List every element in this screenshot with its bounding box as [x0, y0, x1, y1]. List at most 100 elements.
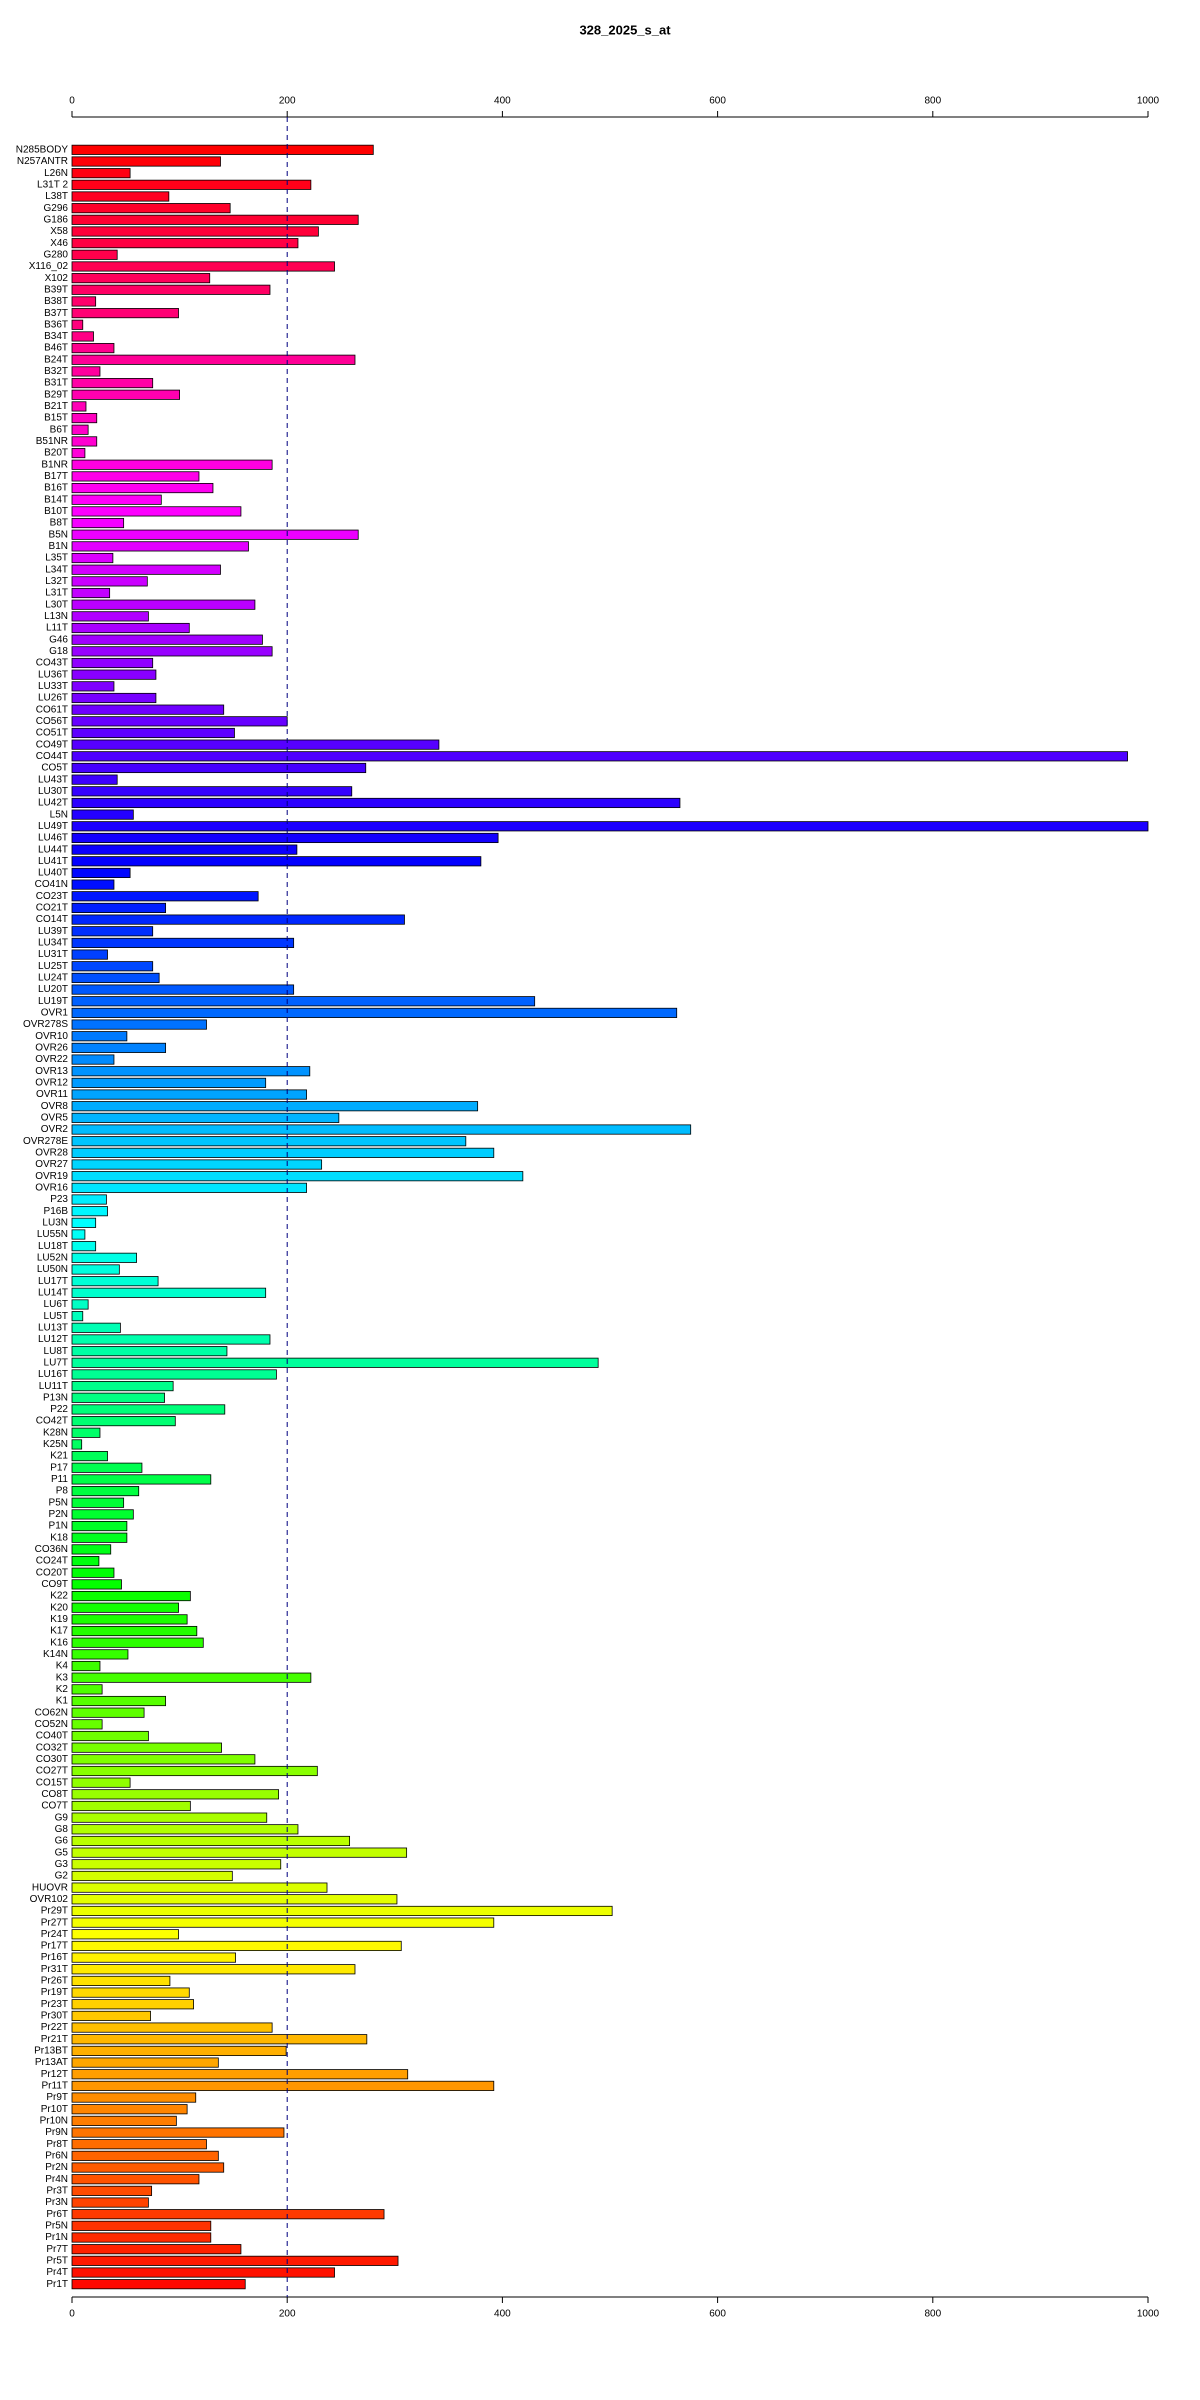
- x-tick-label: 1000: [1137, 96, 1160, 107]
- y-tick-label: CO8T: [41, 1789, 68, 1800]
- y-tick-label: LU33T: [38, 681, 68, 692]
- bar: [71, 517, 125, 529]
- bar: [71, 1929, 179, 1940]
- y-tick-label: Pr9N: [45, 2127, 68, 2138]
- y-tick-label: B5N: [49, 529, 68, 540]
- bar: [71, 1532, 128, 1543]
- bar: [71, 436, 98, 447]
- y-tick-label: OVR102: [30, 1894, 69, 1905]
- bar: [71, 366, 101, 377]
- bar: [71, 1042, 167, 1053]
- bar: [71, 1369, 277, 1380]
- y-tick-label: B17T: [44, 471, 68, 482]
- bar: [71, 611, 149, 622]
- y-tick-label: B15T: [44, 413, 68, 424]
- y-tick-label: B39T: [44, 284, 68, 295]
- y-tick-label: Pr21T: [41, 2034, 68, 2045]
- y-tick-label: K1: [56, 1696, 69, 1707]
- x-tick-label: 0: [69, 96, 75, 107]
- y-tick-label: B29T: [44, 389, 68, 400]
- y-tick-label: CO56T: [36, 716, 68, 727]
- bar: [71, 809, 134, 820]
- y-tick-label: CO14T: [36, 914, 68, 925]
- bar: [71, 168, 131, 179]
- bar: [71, 1206, 108, 1217]
- y-tick-label: CO23T: [36, 891, 68, 902]
- bar: [71, 1789, 279, 1800]
- bar: [71, 249, 118, 260]
- y-tick-label: LU24T: [38, 973, 68, 984]
- x-tick-label: 800: [924, 96, 941, 107]
- y-tick-label: LU43T: [38, 774, 68, 785]
- bar: [71, 1474, 212, 1485]
- x-tick-label: 800: [924, 2309, 941, 2320]
- y-tick-label: K17: [50, 1626, 68, 1637]
- y-tick-label: B38T: [44, 296, 68, 307]
- bar: [71, 2080, 495, 2091]
- bar: [71, 1521, 128, 1532]
- y-tick-label: K21: [50, 1451, 68, 1462]
- bar: [71, 716, 288, 727]
- y-tick-label: G5: [55, 1847, 69, 1858]
- bar: [71, 1101, 479, 1112]
- y-tick-label: LU18T: [38, 1241, 68, 1252]
- y-tick-label: LU12T: [38, 1334, 68, 1345]
- bar: [71, 2255, 399, 2266]
- bar: [71, 1322, 121, 1333]
- y-tick-label: K20: [50, 1602, 68, 1613]
- y-tick-label: K28N: [43, 1427, 68, 1438]
- bar: [71, 681, 115, 692]
- y-tick-label: B32T: [44, 366, 68, 377]
- bar: [71, 1357, 599, 1368]
- bar: [71, 1730, 149, 1742]
- bar: [71, 389, 180, 400]
- y-tick-label: Pr26T: [41, 1976, 68, 1987]
- y-tick-label: P5N: [49, 1497, 68, 1508]
- bar: [71, 1054, 115, 1065]
- y-tick-label: OVR12: [35, 1078, 68, 1089]
- bar: [71, 1894, 398, 1905]
- y-tick-label: CO5T: [41, 763, 68, 774]
- bar: [71, 1975, 171, 1986]
- y-tick-label: B10T: [44, 506, 68, 517]
- y-tick-label: LU8T: [44, 1346, 68, 1357]
- y-tick-label: K4: [56, 1661, 69, 1672]
- y-tick-label: OVR27: [35, 1159, 68, 1170]
- bar: [71, 867, 131, 879]
- y-tick-label: L38T: [45, 191, 68, 202]
- bar: [71, 891, 259, 902]
- y-tick-label: Pr13AT: [35, 2057, 68, 2068]
- y-tick-label: LU16T: [38, 1369, 68, 1380]
- y-tick-label: LU20T: [38, 984, 68, 995]
- bar: [71, 844, 298, 855]
- bar: [71, 1614, 188, 1625]
- bar: [71, 1416, 176, 1427]
- x-tick-label: 400: [494, 96, 511, 107]
- y-tick-label: G18: [49, 646, 68, 657]
- y-tick-label: Pr27T: [41, 1917, 68, 1928]
- y-tick-label: LU19T: [38, 996, 68, 1007]
- y-tick-label: G46: [49, 634, 68, 645]
- bar: [71, 261, 335, 272]
- y-tick-label: B8T: [50, 518, 68, 529]
- y-tick-label: LU14T: [38, 1287, 68, 1298]
- y-tick-label: LU25T: [38, 961, 68, 972]
- y-tick-label: CO44T: [36, 751, 68, 762]
- y-tick-label: B16T: [44, 483, 68, 494]
- bar: [71, 774, 118, 785]
- y-tick-label: Pr2N: [45, 2162, 68, 2173]
- bar: [71, 273, 211, 284]
- y-tick-label: L5N: [50, 809, 68, 820]
- y-tick-label: B36T: [44, 319, 68, 330]
- y-tick-label: B6T: [50, 424, 68, 435]
- y-tick-label: Pr30T: [41, 2011, 68, 2022]
- y-tick-label: OVR2: [41, 1124, 69, 1135]
- y-tick-label: OVR19: [35, 1171, 68, 1182]
- y-tick-label: Pr16T: [41, 1952, 68, 1963]
- bar: [71, 1859, 282, 1870]
- bar: [71, 1684, 103, 1695]
- y-tick-label: P8: [56, 1486, 69, 1497]
- bar: [71, 156, 221, 167]
- bar: [71, 191, 170, 202]
